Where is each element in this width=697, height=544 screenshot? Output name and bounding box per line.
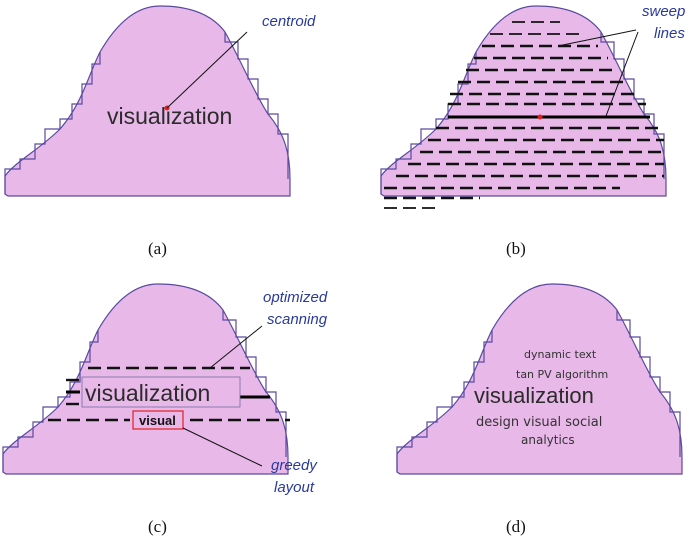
region-shape bbox=[4, 5, 291, 197]
panel-b: sweep lines (b) bbox=[380, 3, 685, 258]
word-visualization: visualization bbox=[85, 380, 210, 406]
caption-d: (d) bbox=[506, 517, 526, 536]
word-visualization: visualization bbox=[107, 103, 232, 129]
annotation-greedy: greedy bbox=[271, 457, 318, 474]
cloud-line-2: tan PV algorithm bbox=[516, 368, 608, 381]
sweep-lines bbox=[384, 21, 664, 209]
panel-c: visualization visual optimized scanning … bbox=[2, 283, 328, 536]
caption-b: (b) bbox=[506, 239, 526, 258]
cloud-main-word: visualization bbox=[474, 383, 594, 408]
caption-a: (a) bbox=[148, 239, 167, 258]
annotation-centroid: centroid bbox=[262, 13, 316, 30]
cloud-line-4: design visual social bbox=[476, 415, 602, 430]
word-bbox bbox=[81, 376, 241, 408]
greedy-leader-line bbox=[182, 427, 263, 467]
sweep-leader-line-2 bbox=[605, 31, 639, 117]
cloud-line-1: dynamic text bbox=[524, 348, 597, 361]
caption-c: (c) bbox=[148, 517, 167, 536]
optimized-scan-lines bbox=[48, 366, 290, 422]
cloud-line-5: analytics bbox=[521, 433, 575, 447]
annotation-lines: lines bbox=[654, 25, 685, 42]
region-shape bbox=[2, 283, 289, 475]
annotation-optimized: optimized bbox=[263, 289, 328, 306]
annotation-scanning: scanning bbox=[267, 311, 328, 328]
region-shape bbox=[380, 5, 667, 197]
annotation-layout: layout bbox=[274, 479, 315, 496]
optimized-leader-line bbox=[209, 325, 263, 369]
word-visual: visual bbox=[139, 413, 176, 428]
panel-d: dynamic text tan PV algorithm visualizat… bbox=[396, 283, 683, 536]
centroid-leader-line bbox=[166, 31, 248, 109]
panel-a: visualization centroid (a) bbox=[4, 5, 316, 258]
placed-word-box bbox=[132, 410, 184, 430]
centroid-marker bbox=[537, 114, 543, 120]
annotation-sweep: sweep bbox=[642, 3, 685, 20]
sweep-leader-line-1 bbox=[557, 29, 637, 47]
